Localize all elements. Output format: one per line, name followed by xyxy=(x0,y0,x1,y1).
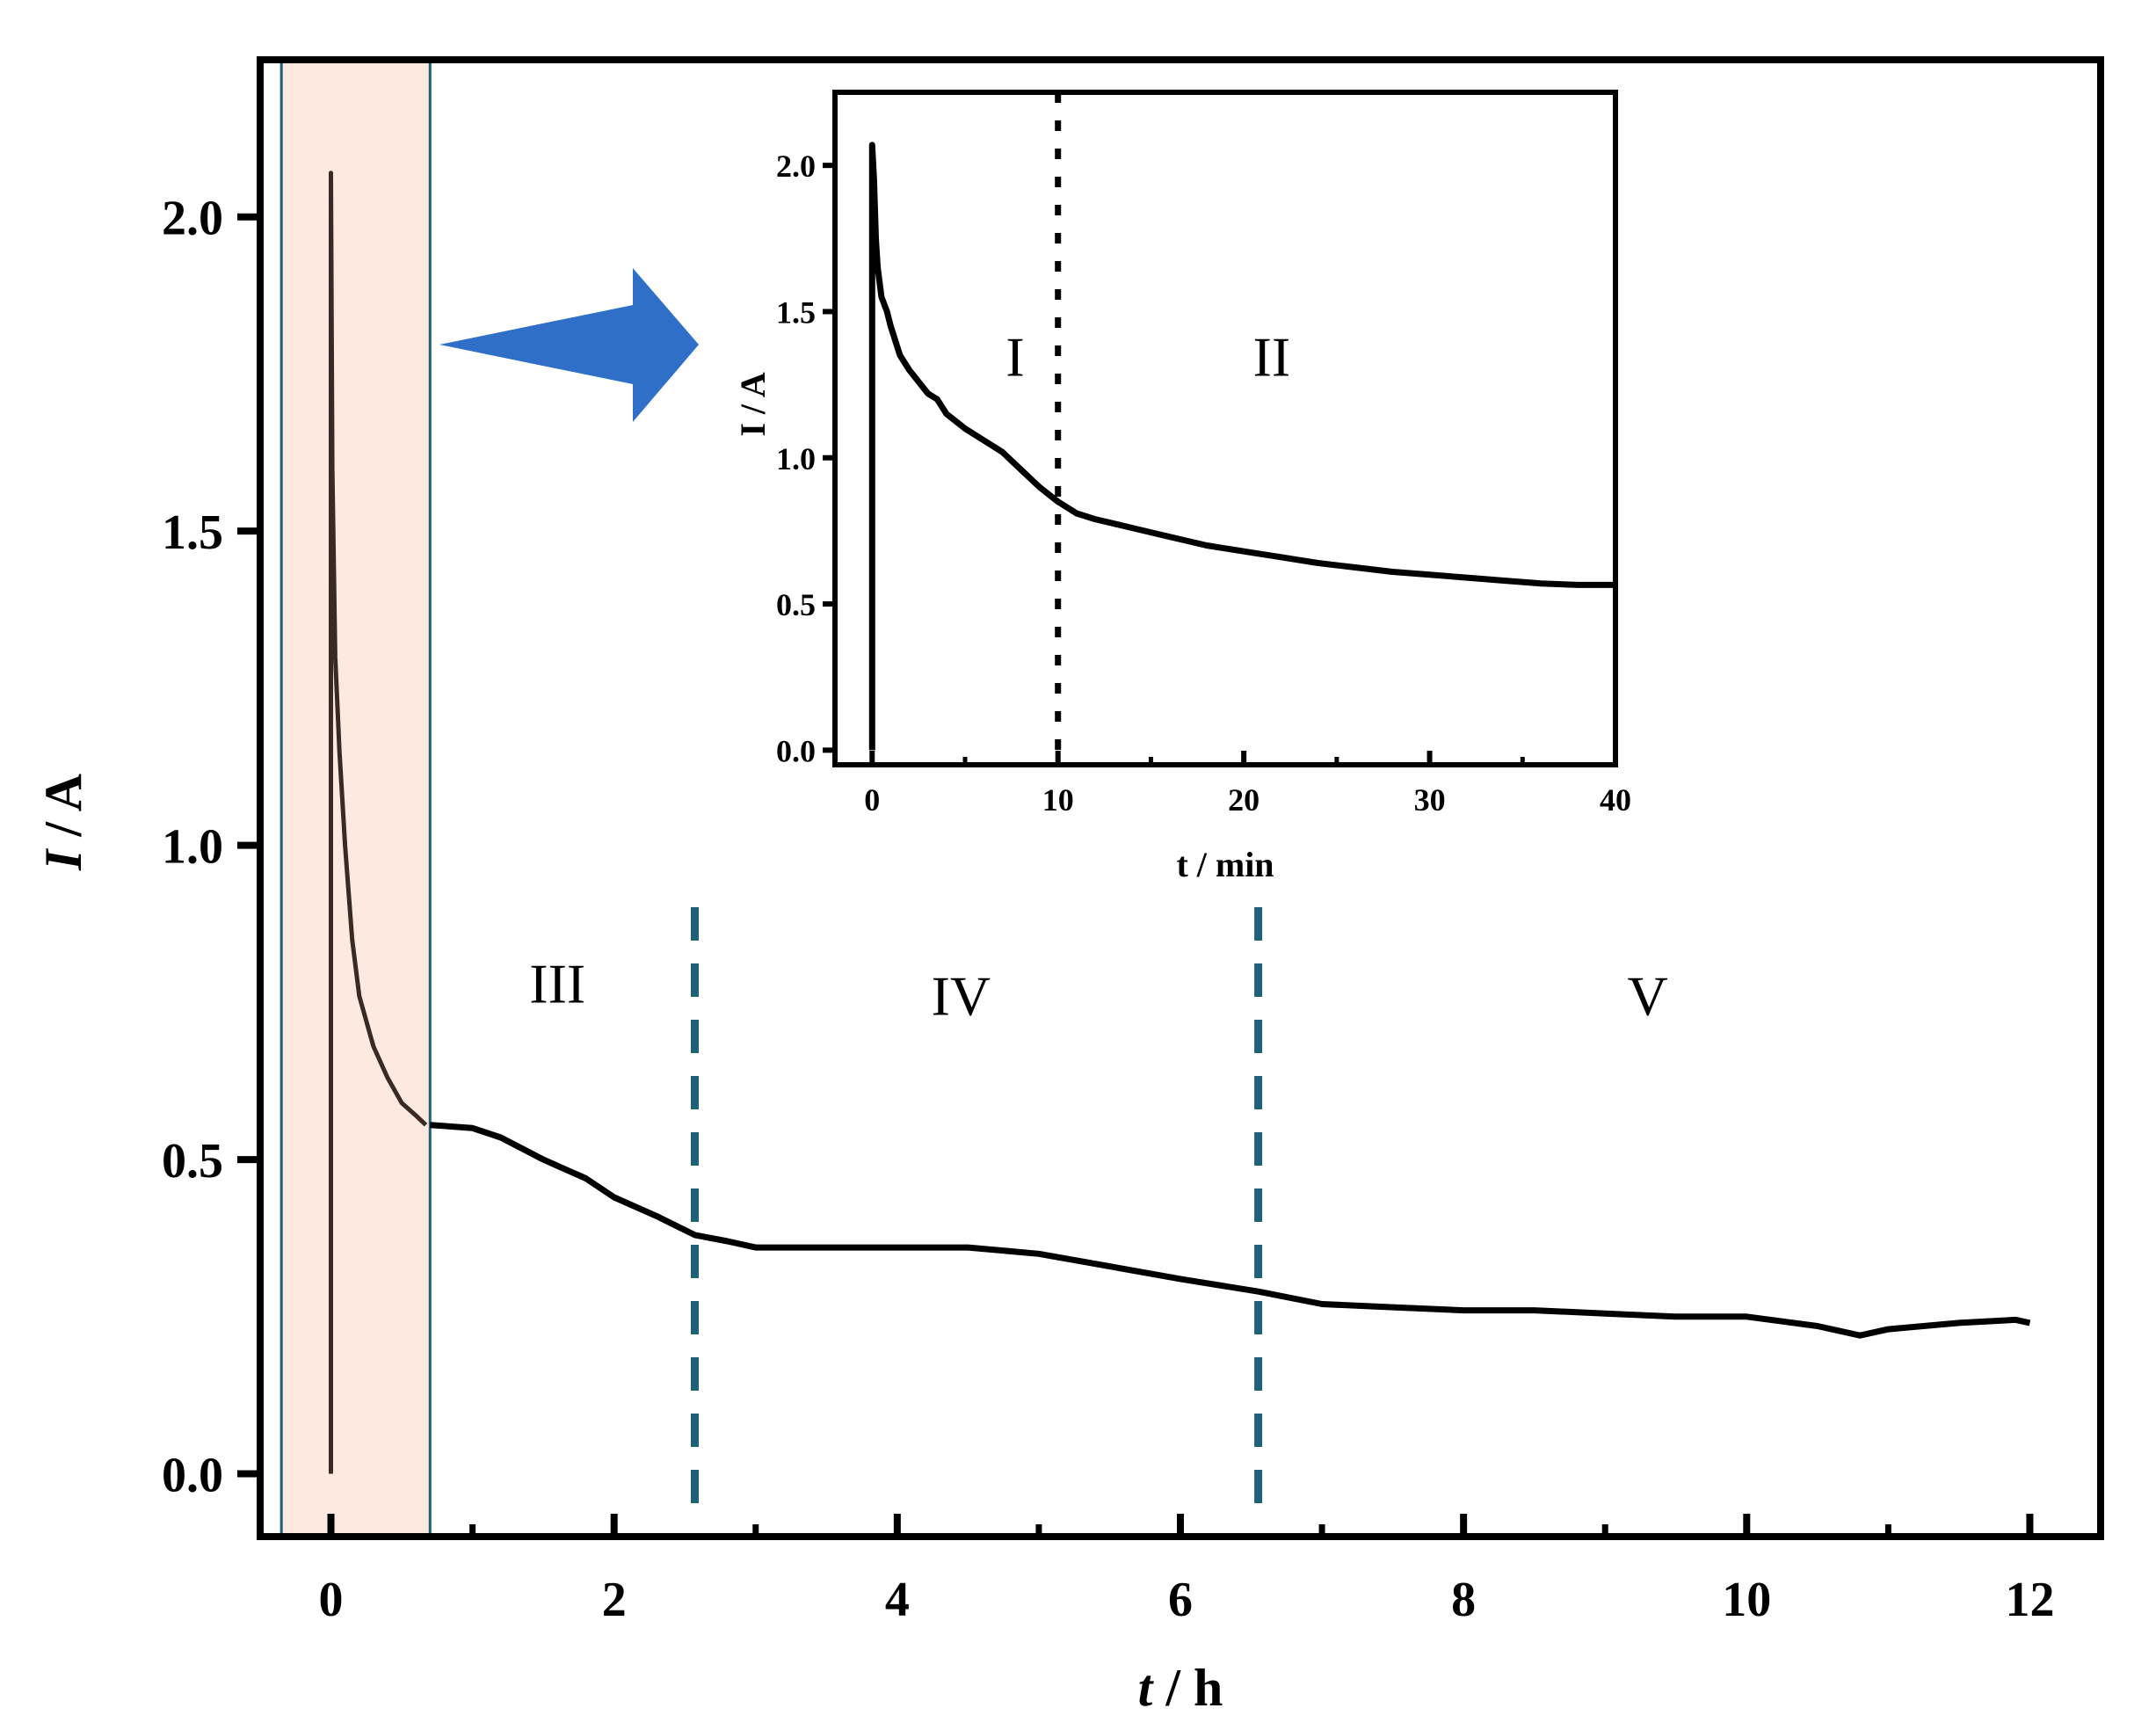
inset-x-tick-label: 30 xyxy=(1414,782,1446,818)
inset-x-tick-label: 10 xyxy=(1042,782,1074,818)
inset-region-label: II xyxy=(1253,326,1291,389)
main-region-labels: III IV V xyxy=(529,952,1667,1027)
main-y-tick-label: 2.0 xyxy=(162,192,223,246)
main-series-line-1 xyxy=(329,171,428,1474)
inset-y-tick-label: 2.0 xyxy=(776,149,816,184)
inset-background xyxy=(835,92,1615,765)
main-region-label: V xyxy=(1627,965,1667,1028)
highlight-region xyxy=(279,58,432,1538)
main-x-tick-label: 8 xyxy=(1451,1573,1476,1627)
main-x-tick-label: 0 xyxy=(319,1573,344,1627)
main-x-tick-label: 12 xyxy=(2005,1573,2054,1627)
inset-y-axis-ticks: 0.0 0.5 1.0 1.5 2.0 xyxy=(776,149,835,768)
main-region-label: IV xyxy=(932,965,991,1028)
inset-y-tick-label: 1.5 xyxy=(776,294,816,330)
inset-x-axis-title: t / min xyxy=(1176,845,1274,884)
main-x-tick-label: 10 xyxy=(1722,1573,1771,1627)
zoom-arrow-icon xyxy=(439,268,699,422)
inset-x-tick-label: 0 xyxy=(864,782,880,818)
inset-series xyxy=(868,142,1615,751)
main-region-dividers xyxy=(691,907,1263,1514)
main-x-axis-title: t / h xyxy=(1138,1659,1223,1717)
inset-region-labels: I II xyxy=(1005,326,1290,389)
main-y-axis-ticks: 0.0 0.5 1.0 1.5 2.0 xyxy=(162,192,260,1503)
main-x-axis-ticks: 0 2 4 6 8 10 12 xyxy=(319,1514,2054,1627)
main-y-tick-label: 0.5 xyxy=(162,1134,223,1188)
main-y-tick-label: 1.0 xyxy=(162,820,223,875)
main-y-axis-title: I / A xyxy=(34,774,92,871)
inset-plot-frame xyxy=(832,90,1618,767)
main-x-tick-label: 2 xyxy=(602,1573,627,1627)
inset-y-tick-label: 0.5 xyxy=(776,587,816,622)
main-region-label: III xyxy=(529,952,585,1014)
main-x-tick-label: 6 xyxy=(1168,1573,1193,1627)
inset-y-tick-label: 0.0 xyxy=(776,733,816,768)
inset-y-tick-label: 1.0 xyxy=(776,441,816,476)
inset-series-line xyxy=(868,142,1615,751)
main-y-tick-label: 1.5 xyxy=(162,505,223,560)
inset-region-label: I xyxy=(1005,326,1024,389)
inset-x-axis-ticks: 0 10 20 30 40 xyxy=(864,751,1631,818)
main-series-line-2 xyxy=(430,1122,2031,1339)
inset-y-axis-title: I / A xyxy=(733,372,773,436)
main-series xyxy=(329,171,2031,1474)
main-x-tick-label: 4 xyxy=(885,1573,910,1627)
main-y-tick-label: 0.0 xyxy=(162,1449,223,1503)
inset-x-tick-label: 40 xyxy=(1600,782,1631,818)
inset-x-tick-label: 20 xyxy=(1228,782,1259,818)
